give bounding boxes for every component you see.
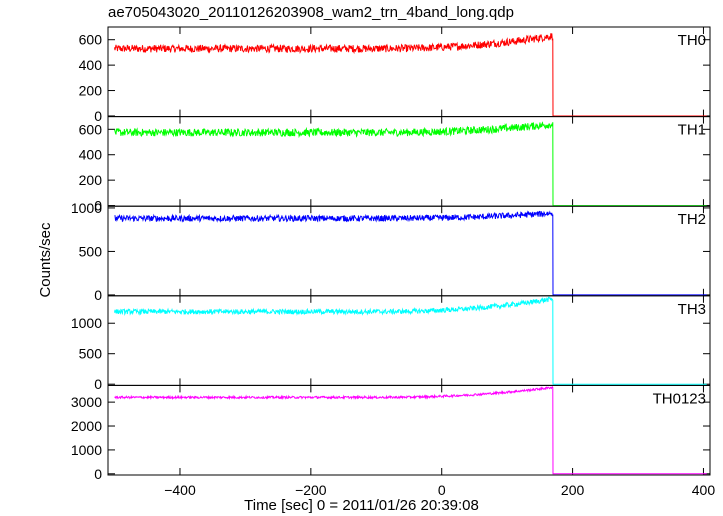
x-tick-label: 400 [692,482,716,498]
panel-frame-th3 [107,295,711,386]
y-tick-label-th2: 1000 [71,200,102,216]
y-tick-label-th0: 0 [94,108,102,124]
y-tick-label-th1: 400 [79,147,103,163]
panel-label-th1: TH1 [678,122,706,139]
y-tick-label-th0123: 3000 [71,394,102,410]
y-tick-label-th2: 0 [94,287,102,303]
y-tick-label-th3: 500 [79,346,103,362]
chart-title: ae705043020_20110126203908_wam2_trn_4ban… [108,4,514,21]
panel-label-th0123: TH0123 [653,390,706,407]
y-tick-label-th0: 600 [79,32,103,48]
y-tick-label-th0123: 2000 [71,418,102,434]
panel-label-th0: TH0 [678,32,706,49]
series-line-th0 [114,33,707,117]
series-line-th2 [114,210,707,296]
y-tick-label-th2: 500 [79,243,103,259]
x-tick-label: 200 [561,482,585,498]
x-axis-label: Time [sec] 0 = 2011/01/26 20:39:08 [244,497,479,514]
y-tick-label-th1: 0 [94,198,102,214]
y-tick-label-th1: 600 [79,121,103,137]
series-line-th0123 [114,385,707,475]
y-tick-label-th3: 1000 [71,315,102,331]
y-axis-label: Counts/sec [37,222,55,298]
x-tick-label: 0 [438,482,446,498]
x-tick-label: −400 [164,482,196,498]
panel-label-th2: TH2 [678,211,706,228]
series-line-th1 [114,121,707,207]
y-tick-label-th0123: 0 [94,466,102,482]
panel-frame-th0 [107,26,711,118]
y-tick-label-th3: 0 [94,376,102,392]
y-tick-label-th0: 200 [79,83,103,99]
y-tick-label-th0: 400 [79,57,103,73]
panel-frame-th0123 [107,384,711,476]
panel-label-th3: TH3 [678,301,706,318]
x-tick-label: −200 [295,482,327,498]
y-tick-label-th1: 200 [79,172,103,188]
series-line-th3 [114,296,707,385]
y-tick-label-th0123: 1000 [71,442,102,458]
